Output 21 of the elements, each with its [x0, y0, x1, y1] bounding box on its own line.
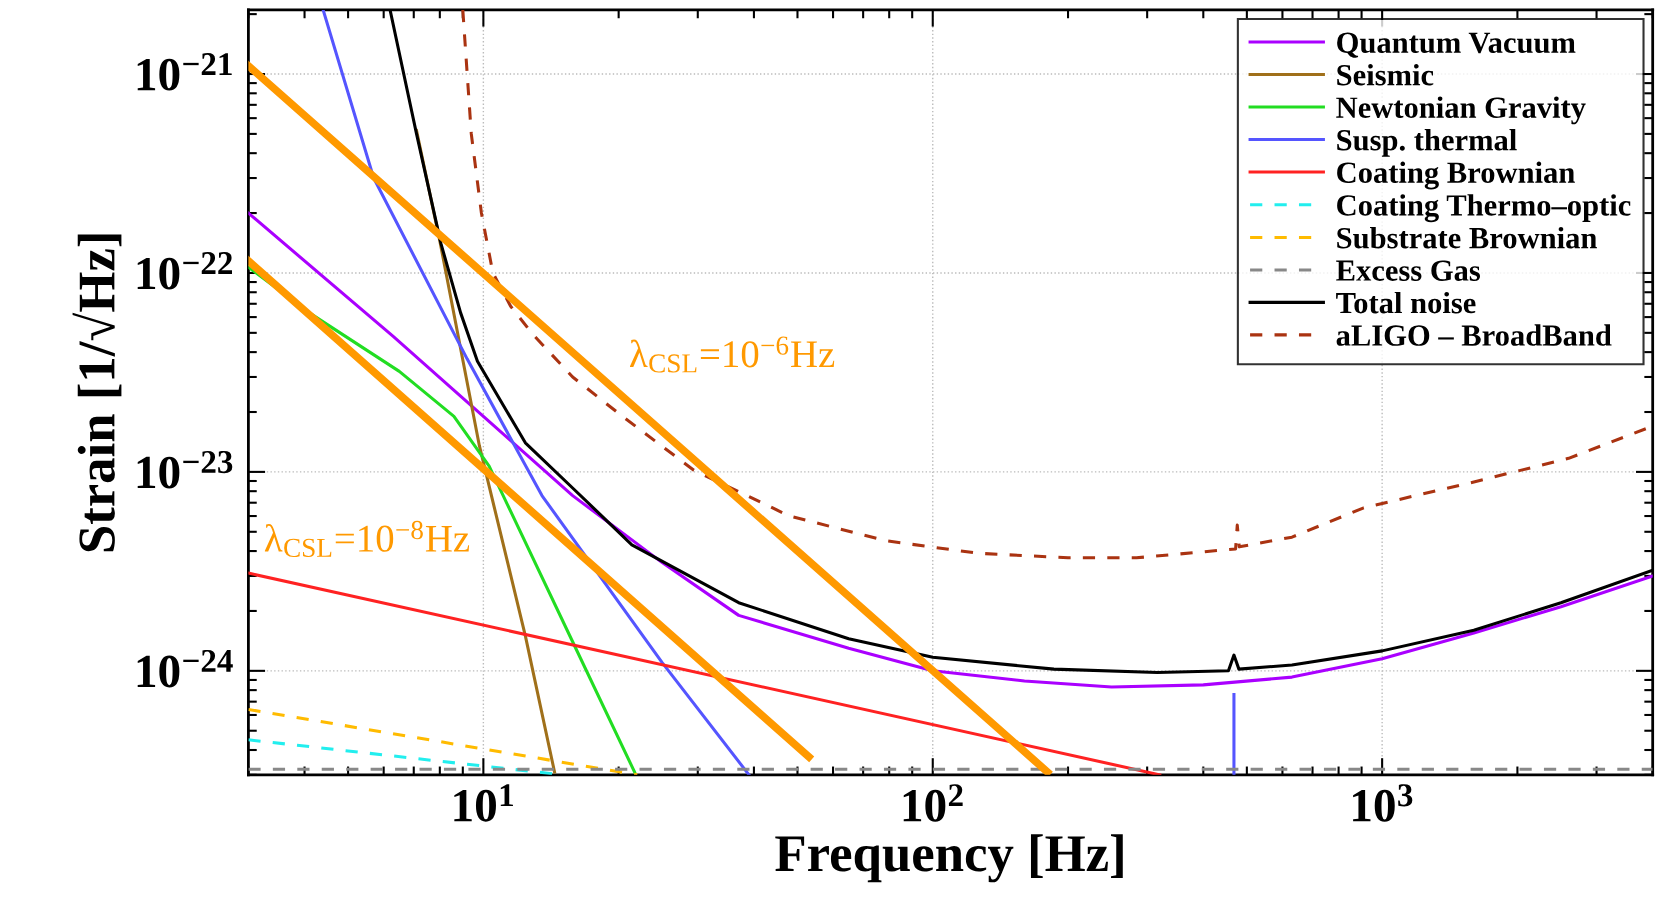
- annotation: λ$_{CSL}$=10$^{−8}$Hz: [264, 520, 470, 558]
- legend-label: Quantum Vacuum: [1337, 32, 1576, 58]
- y-tick-label: 10$^{−24}$: [137, 649, 233, 688]
- x-tick-label: 10$^{3}$: [1353, 784, 1413, 822]
- legend-label: Excess Gas: [1336, 260, 1481, 281]
- x-axis-title: Frequency [Hz]: [775, 834, 1123, 883]
- y-axis-title: Strain [1/√Hz]: [72, 234, 122, 552]
- legend-label: Susp. thermal: [1337, 129, 1517, 157]
- x-tick-label: 10$^{1}$: [454, 784, 513, 822]
- legend-label: Coating Brownian: [1337, 161, 1575, 190]
- legend-label: Coating Thermo–optic: [1337, 194, 1631, 223]
- y-tick-label: 10$^{−23}$: [137, 450, 233, 489]
- x-tick-label: 10$^{2}$: [903, 784, 963, 822]
- legend-label: Total noise: [1336, 291, 1476, 314]
- annotation: λ$_{CSL}$=10$^{−6}$Hz: [629, 336, 835, 373]
- y-tick-label: 10$^{−22}$: [137, 252, 232, 290]
- legend-label: Newtonian Gravity: [1336, 96, 1586, 125]
- legend-label: Seismic: [1337, 63, 1434, 86]
- legend-label: aLIGO – BroadBand: [1336, 324, 1612, 346]
- y-tick-label: 10$^{−21}$: [137, 53, 232, 91]
- legend-label: Substrate Brownian: [1337, 226, 1597, 249]
